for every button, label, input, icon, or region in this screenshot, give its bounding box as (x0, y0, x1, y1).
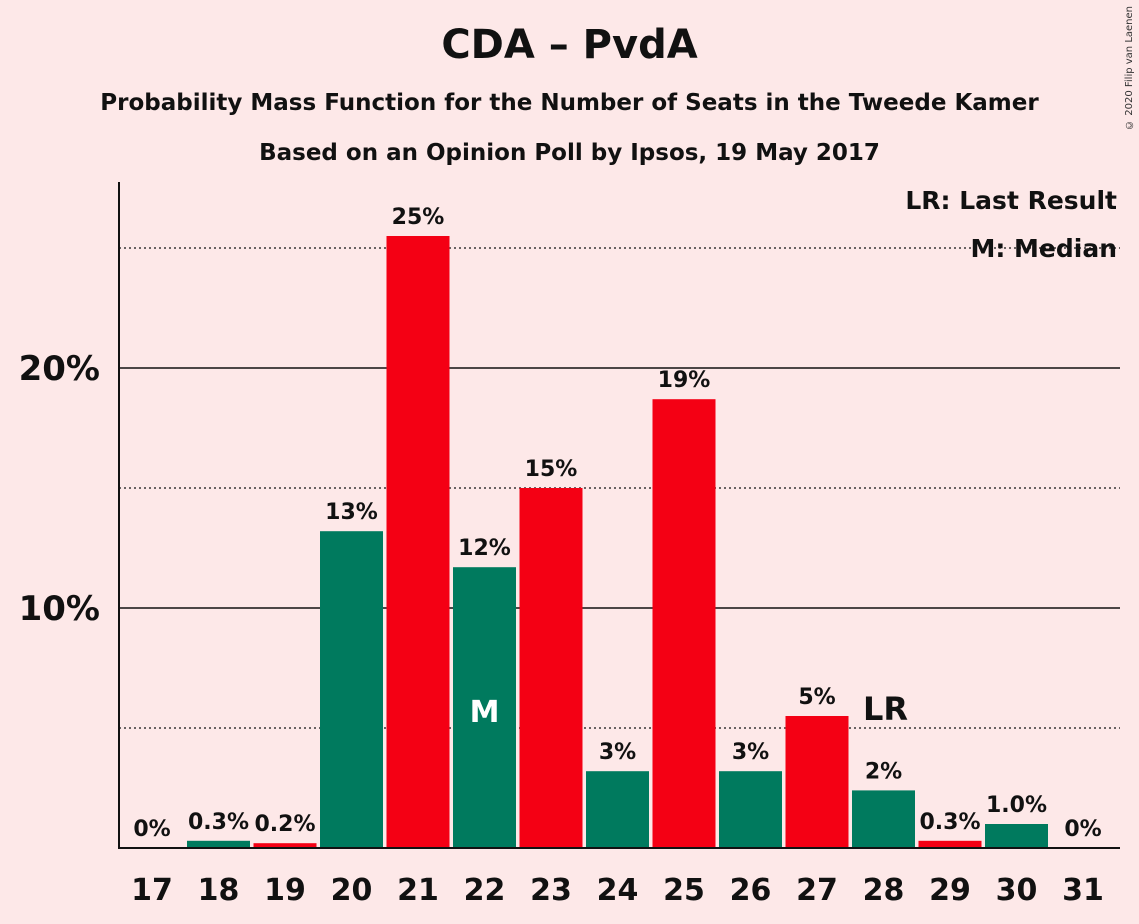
x-tick-22: 22 (464, 873, 506, 908)
x-tick-29: 29 (929, 873, 971, 908)
value-label-27: 5% (798, 685, 835, 710)
x-tick-30: 30 (996, 873, 1038, 908)
value-label-29: 0.3% (919, 810, 980, 835)
value-label-24: 3% (599, 740, 636, 765)
x-axis-ticks: 17 18 19 20 21 22 23 24 25 26 27 28 29 30 31 (131, 873, 1104, 908)
x-tick-27: 27 (796, 873, 838, 908)
axes (118, 182, 1120, 849)
bar-21 (386, 236, 450, 848)
legend-last-result: LR: Last Result (905, 186, 1117, 215)
chart-title: CDA – PvdA (441, 22, 698, 68)
x-tick-31: 31 (1062, 873, 1104, 908)
legend: LR: Last Result M: Median (905, 186, 1117, 263)
x-tick-26: 26 (730, 873, 772, 908)
bar-23 (519, 488, 583, 848)
x-tick-17: 17 (131, 873, 173, 908)
x-tick-24: 24 (597, 873, 639, 908)
value-label-30: 1.0% (986, 793, 1047, 818)
bar-28 (852, 790, 915, 848)
y-tick-20: 20% (19, 349, 100, 389)
value-label-31: 0% (1064, 817, 1101, 842)
value-label-25: 19% (658, 368, 711, 393)
last-result-marker: LR (863, 690, 908, 728)
bar-25 (652, 399, 716, 848)
x-tick-20: 20 (331, 873, 373, 908)
x-tick-23: 23 (530, 873, 572, 908)
value-label-28: 2% (865, 759, 902, 784)
bar-24 (586, 771, 649, 848)
value-labels: 0% 0.3% 0.2%13%25%12%15%3%19%3%5%2%0.3%1.0… (133, 205, 1101, 842)
bars (187, 236, 1048, 848)
bar-26 (719, 771, 782, 848)
value-label-23: 15% (525, 457, 578, 482)
value-label-17: 0% (133, 817, 170, 842)
gridlines (119, 247, 1120, 729)
value-label-26: 3% (732, 740, 769, 765)
x-tick-25: 25 (663, 873, 705, 908)
x-tick-21: 21 (397, 873, 439, 908)
x-tick-28: 28 (863, 873, 905, 908)
value-label-21: 25% (392, 205, 445, 230)
y-tick-10: 10% (19, 589, 100, 629)
bar-27 (785, 716, 849, 848)
legend-median: M: Median (970, 234, 1117, 263)
x-tick-19: 19 (264, 873, 306, 908)
value-label-18: 0.3% (188, 810, 249, 835)
chart-subtitle: Probability Mass Function for the Number… (100, 90, 1039, 116)
bar-18 (187, 840, 250, 848)
value-label-19: 0.2% (254, 812, 315, 837)
median-marker: M (470, 695, 500, 730)
bar-29 (918, 840, 982, 848)
bar-22 (453, 567, 516, 848)
chart-subtitle-source: Based on an Opinion Poll by Ipsos, 19 Ma… (259, 140, 880, 166)
bar-20 (320, 531, 383, 848)
bar-19 (253, 843, 317, 848)
y-axis-ticks: 10% 20% (19, 349, 100, 629)
x-tick-18: 18 (198, 873, 240, 908)
value-label-20: 13% (325, 500, 378, 525)
value-label-22: 12% (458, 536, 511, 561)
bar-30 (985, 824, 1048, 848)
